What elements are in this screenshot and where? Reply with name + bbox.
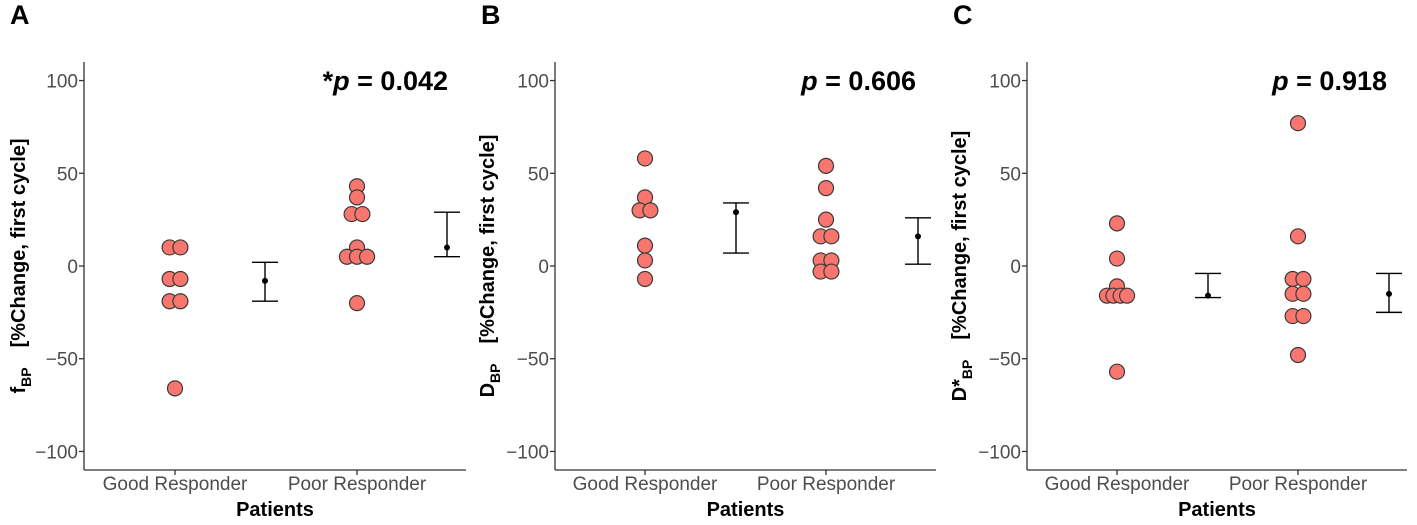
x-tick-label: Good Responder <box>103 474 248 495</box>
data-point <box>1108 363 1126 380</box>
p-value-label: *p = 0.042 <box>323 66 448 96</box>
data-point <box>354 205 371 223</box>
data-point <box>1108 215 1126 232</box>
y-tick-label: 100 <box>989 72 1021 93</box>
mean-marker <box>915 233 921 240</box>
x-tick-label: Poor Responder <box>757 474 896 495</box>
data-point <box>636 252 654 269</box>
y-tick-label: −50 <box>46 350 78 371</box>
data-point <box>823 228 840 245</box>
y-tick-label: 50 <box>1000 164 1021 185</box>
x-axis-title: Patients <box>707 499 785 521</box>
y-axis-title-rest: [%Change, first cycle] <box>8 138 30 367</box>
y-axis-title-rest: [%Change, first cycle] <box>477 135 499 364</box>
y-tick-label: −50 <box>517 350 549 371</box>
data-point <box>172 270 189 288</box>
y-axis-title-subscript: BP <box>18 367 34 386</box>
y-axis-title-rest: [%Change, first cycle] <box>949 131 971 360</box>
data-point <box>1289 346 1307 364</box>
data-point <box>817 180 835 197</box>
y-axis-title-symbol: f <box>8 387 30 394</box>
p-value-label: p = 0.918 <box>1271 66 1387 96</box>
data-point <box>1295 307 1312 325</box>
data-point <box>636 237 654 254</box>
x-axis-title: Patients <box>236 499 314 521</box>
y-tick-label: −100 <box>978 442 1021 463</box>
data-point <box>1108 250 1126 267</box>
mean-marker <box>1205 292 1211 299</box>
y-tick-label: 100 <box>46 72 78 93</box>
data-point <box>172 293 189 310</box>
panel-c: C 100 50 0 −50 −100 Good Responder Poor Respond… <box>949 0 1407 521</box>
panel-letter: B <box>481 0 501 30</box>
x-tick-label: Good Responder <box>573 474 718 495</box>
y-tick-label: 0 <box>1010 257 1021 278</box>
y-tick-label: 50 <box>528 164 549 185</box>
y-axis-title: DBP [%Change, first cycle] <box>477 135 503 398</box>
p-value-number: = 0.918 <box>1289 66 1387 96</box>
p-value-symbol: p <box>800 66 818 96</box>
x-tick-label: Good Responder <box>1045 474 1190 495</box>
p-value-number: = 0.042 <box>350 66 448 96</box>
panel-letter: C <box>953 0 973 30</box>
data-point <box>636 150 654 167</box>
data-point <box>817 211 835 228</box>
data-point <box>636 270 654 288</box>
y-axis-title-subscript: BP <box>959 360 975 379</box>
data-point <box>1289 228 1307 245</box>
p-value-prefix: * <box>323 66 334 96</box>
y-tick-label: 0 <box>538 257 549 278</box>
x-tick-label: Poor Responder <box>288 474 427 495</box>
data-point <box>642 202 659 219</box>
y-tick-label: −50 <box>989 350 1021 371</box>
data-point <box>1118 287 1136 304</box>
y-axis-title-subscript: BP <box>487 364 503 383</box>
data-point <box>166 380 184 397</box>
y-tick-label: 0 <box>67 257 78 278</box>
data-point <box>358 248 376 265</box>
y-axis-title-symbol: D* <box>949 379 971 401</box>
data-point <box>823 263 840 280</box>
y-tick-label: −100 <box>35 442 78 463</box>
data-point <box>1295 285 1312 302</box>
y-axis-title-symbol: D <box>477 383 499 397</box>
data-point <box>172 239 189 256</box>
mean-marker <box>262 277 268 284</box>
data-point <box>817 157 835 174</box>
p-value-symbol: p <box>332 66 350 96</box>
data-point <box>348 294 366 312</box>
data-point <box>348 189 366 206</box>
data-point <box>1295 270 1312 288</box>
panel-letter: A <box>10 0 30 30</box>
y-axis-title: fBP [%Change, first cycle] <box>8 138 34 393</box>
mean-marker <box>1386 290 1392 297</box>
p-value-label: p = 0.606 <box>800 66 916 96</box>
data-point <box>1289 115 1307 132</box>
y-tick-label: −100 <box>506 442 549 463</box>
p-value-number: = 0.606 <box>818 66 916 96</box>
y-tick-label: 50 <box>57 164 78 185</box>
y-axis-title: D*BP [%Change, first cycle] <box>949 131 975 402</box>
panel-b: B 100 50 0 −50 −100 Good Responder Poor Respond… <box>477 0 936 521</box>
p-value-symbol: p <box>1271 66 1289 96</box>
mean-marker <box>444 244 450 251</box>
panel-a: A 100 50 0 −50 −100 Good Responder Poor Respond… <box>8 0 466 521</box>
y-tick-label: 100 <box>517 72 549 93</box>
x-axis-title: Patients <box>1178 499 1256 521</box>
mean-marker <box>733 209 739 216</box>
x-tick-label: Poor Responder <box>1229 474 1368 495</box>
